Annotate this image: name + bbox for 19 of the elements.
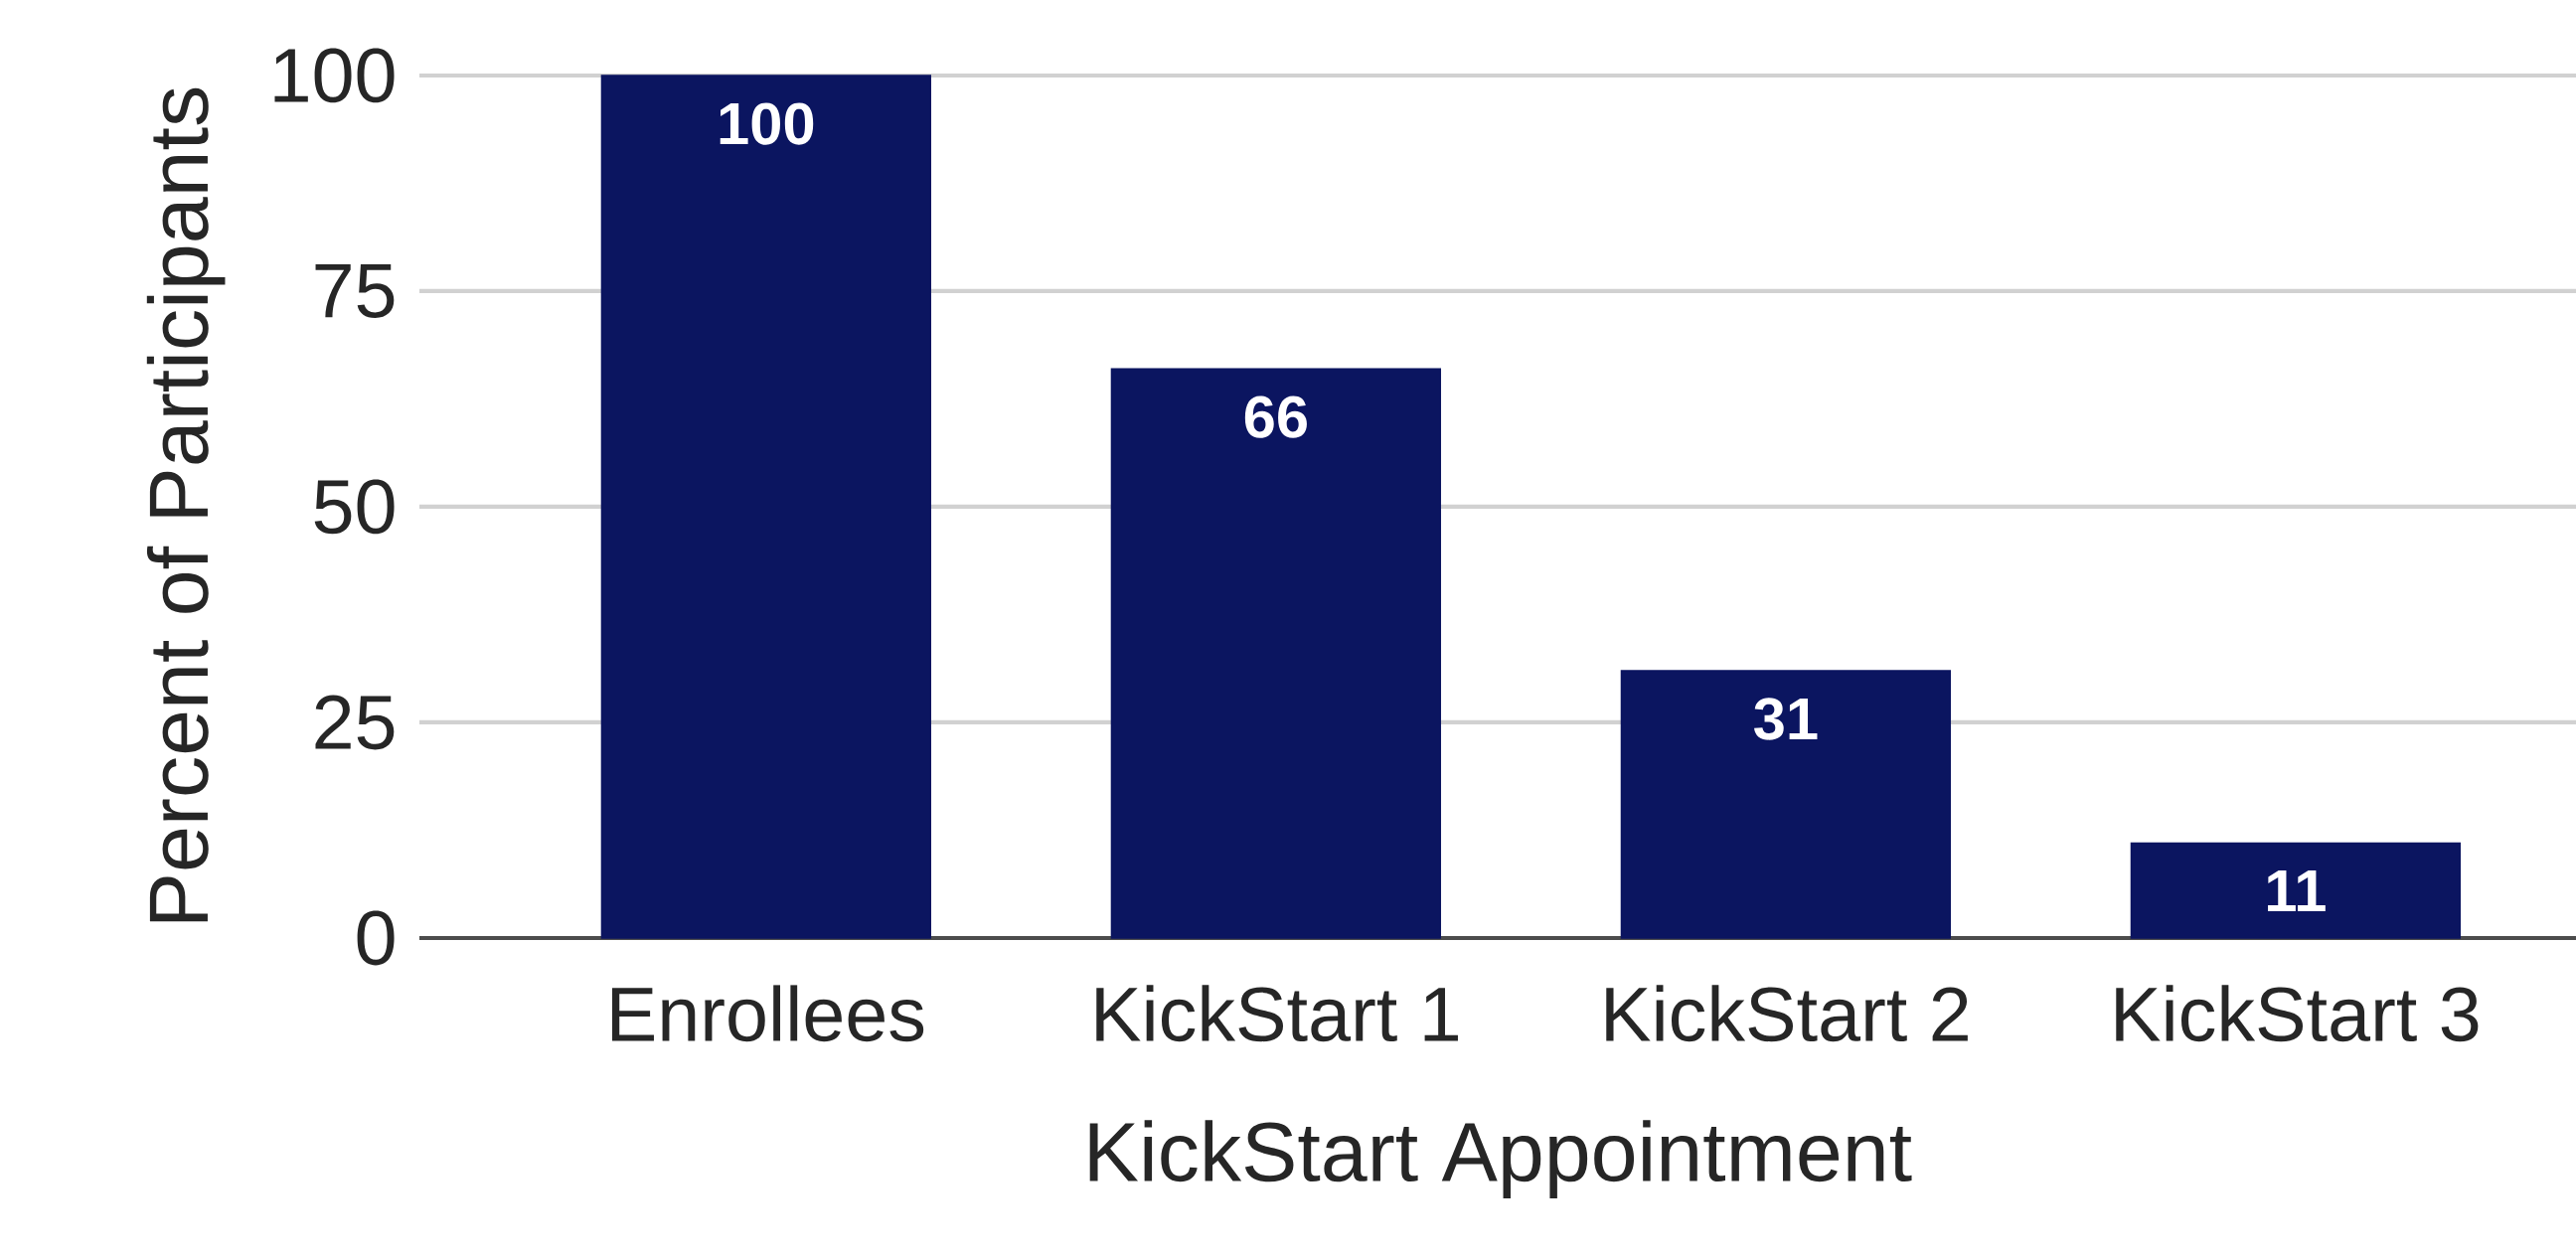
y-tick-label: 0 xyxy=(357,910,395,966)
data-label: 66 xyxy=(1244,395,1307,438)
y-tick-label: 25 xyxy=(315,695,395,750)
y-tick-label: 75 xyxy=(315,264,395,318)
x-tick-label: KickStart 2 xyxy=(1606,985,1968,1042)
bar xyxy=(1620,670,1952,939)
bar xyxy=(2130,842,2462,939)
y-axis-title: Percent of Participants xyxy=(146,87,226,922)
bar xyxy=(1110,368,1442,939)
data-label: 100 xyxy=(720,102,814,145)
x-tick-label: Enrollees xyxy=(612,985,924,1042)
bar xyxy=(600,75,932,939)
y-tick-label: 50 xyxy=(314,479,395,535)
data-label: 11 xyxy=(2268,869,2326,912)
x-axis-title: KickStart Appointment xyxy=(1089,1120,1912,1198)
x-tick-label: KickStart 3 xyxy=(2116,985,2479,1042)
x-tick-label: KickStart 1 xyxy=(1096,985,1458,1042)
data-label: 31 xyxy=(1754,698,1818,740)
y-tick-label: 100 xyxy=(274,48,395,103)
